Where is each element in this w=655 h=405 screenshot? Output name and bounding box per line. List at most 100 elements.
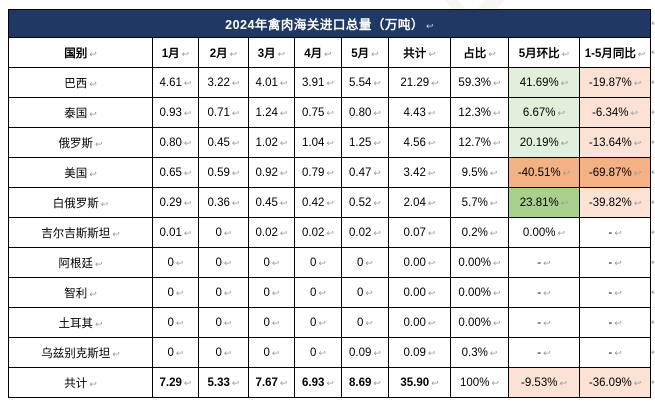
paragraph-mark-icon: ↩ <box>318 317 326 328</box>
column-header-label: 5月环比 <box>518 47 560 60</box>
value-cell: 7.29 ↩ <box>152 367 199 398</box>
paragraph-mark-icon: ↩ <box>543 317 551 328</box>
value-cell: 0.29 ↩ <box>152 187 199 218</box>
value-text: 0 <box>215 316 222 329</box>
paragraph-mark-icon: ↩ <box>614 287 622 298</box>
value-cell: 0.47 ↩ <box>341 157 389 188</box>
paragraph-mark-icon: ↩ <box>318 347 326 358</box>
paragraph-mark-icon: ↩ <box>175 287 184 298</box>
value-cell: -6.34% ↩ <box>578 97 652 128</box>
paragraph-mark-icon: ↩ <box>89 78 97 89</box>
value-text: 0.3% <box>461 346 488 359</box>
country-cell: 共计 ↩ <box>8 367 153 398</box>
value-text: 0.80 <box>349 106 372 119</box>
country-label: 智利 <box>64 287 88 300</box>
country-cell: 泰国 ↩ <box>8 97 153 128</box>
value-cell: 0 ↩ <box>198 337 249 368</box>
value-text: 0.65 <box>159 166 182 179</box>
paragraph-mark-icon: ↩ <box>326 377 334 388</box>
value-text: 0 <box>215 346 222 359</box>
paragraph-mark-icon: ↩ <box>175 347 184 358</box>
value-cell: 0.02 ↩ <box>341 217 389 248</box>
country-cell: 吉尔吉斯斯坦 ↩ <box>8 217 153 248</box>
value-cell: 0 ↩ <box>294 307 342 338</box>
value-text: 100% <box>460 376 490 389</box>
value-cell: 0.59 ↩ <box>198 157 249 188</box>
paragraph-mark-icon: ↩ <box>279 377 288 388</box>
value-text: 0 <box>263 286 270 299</box>
paragraph-mark-icon: ↩ <box>651 227 655 237</box>
value-text: 0.02 <box>349 226 372 239</box>
value-text: -19.87% <box>588 76 632 89</box>
paragraph-mark-icon: ↩ <box>373 377 381 388</box>
value-cell: 1.02 ↩ <box>248 127 295 158</box>
value-text: 0.29 <box>159 196 182 209</box>
paragraph-mark-icon: ↩ <box>175 317 184 328</box>
paragraph-mark-icon: ↩ <box>427 197 436 208</box>
value-cell: - ↩ <box>508 337 580 368</box>
paragraph-mark-icon: ↩ <box>633 197 642 208</box>
value-text: 7.67 <box>255 376 278 389</box>
paragraph-mark-icon: ↩ <box>431 377 439 388</box>
country-cell: 俄罗斯 ↩ <box>8 127 153 158</box>
paragraph-mark-icon: ↩ <box>231 197 240 208</box>
value-cell: 1.04 ↩ <box>294 127 342 158</box>
value-text: 0 <box>167 256 174 269</box>
paragraph-mark-icon: ↩ <box>324 48 332 59</box>
value-cell: - ↩ <box>508 307 580 338</box>
value-text: 9.5% <box>461 166 488 179</box>
value-text: 4.01 <box>255 76 278 89</box>
value-text: 0.36 <box>207 196 230 209</box>
value-cell: 0.75 ↩ <box>294 97 342 128</box>
paragraph-mark-icon: ↩ <box>318 287 326 298</box>
value-text: 41.69% <box>519 76 559 89</box>
value-text: 0 <box>310 316 317 329</box>
value-text: 0.00% <box>458 256 492 269</box>
paragraph-mark-icon: ↩ <box>562 167 571 178</box>
value-text: 12.7% <box>458 136 492 149</box>
value-text: 0 <box>357 286 364 299</box>
country-cell: 阿根廷 ↩ <box>8 247 153 278</box>
value-cell: 5.33 ↩ <box>198 367 249 398</box>
paragraph-mark-icon: ↩ <box>271 347 280 358</box>
paragraph-mark-icon: ↩ <box>183 137 192 148</box>
country-cell: 乌兹别克斯坦 ↩ <box>8 337 153 368</box>
paragraph-mark-icon: ↩ <box>651 257 655 267</box>
value-cell: 6.93 ↩ <box>294 367 342 398</box>
value-cell: 0 ↩ <box>198 307 249 338</box>
value-cell: - ↩ <box>578 217 652 248</box>
column-header-label: 5月 <box>351 47 370 60</box>
value-text: -36.09% <box>588 376 632 389</box>
value-cell: - ↩ <box>578 277 652 308</box>
value-cell: 9.5% ↩ <box>450 157 509 188</box>
value-text: 5.54 <box>349 76 372 89</box>
value-text: - <box>537 286 542 299</box>
column-header-8: 5月环比 ↩ <box>508 37 580 68</box>
value-cell: 0 ↩ <box>248 277 295 308</box>
paragraph-mark-icon: ↩ <box>112 348 120 359</box>
value-cell: - ↩ <box>578 337 652 368</box>
value-text: 0.45 <box>255 196 278 209</box>
value-text: 0.75 <box>302 106 325 119</box>
value-text: 0.00 <box>403 316 426 329</box>
paragraph-mark-icon: ↩ <box>373 137 381 148</box>
column-header-label: 国别 <box>64 47 88 60</box>
value-cell: 0.52 ↩ <box>341 187 389 218</box>
import-volume-table: 2024年禽肉海关进口总量（万吨） ↩ 国别 ↩ 1月 ↩ 2月 ↩ 3月 ↩ 4月 ↩ 5月 ↩ 共计 ↩… <box>7 9 652 398</box>
value-text: - <box>608 226 613 239</box>
paragraph-mark-icon: ↩ <box>651 287 655 297</box>
value-text: -9.53% <box>521 376 558 389</box>
value-cell: 0 ↩ <box>248 337 295 368</box>
paragraph-mark-icon: ↩ <box>94 318 103 329</box>
value-cell: 0.92 ↩ <box>248 157 295 188</box>
country-label: 巴西 <box>64 77 88 90</box>
value-text: - <box>608 316 613 329</box>
value-text: 35.90 <box>400 376 430 389</box>
value-cell: 0 ↩ <box>152 307 199 338</box>
paragraph-mark-icon: ↩ <box>489 197 498 208</box>
value-text: - <box>537 346 542 359</box>
value-cell: 0 ↩ <box>294 337 342 368</box>
value-cell: 0.09 ↩ <box>388 337 451 368</box>
paragraph-mark-icon: ↩ <box>561 48 570 59</box>
value-cell: 0.80 ↩ <box>341 97 389 128</box>
